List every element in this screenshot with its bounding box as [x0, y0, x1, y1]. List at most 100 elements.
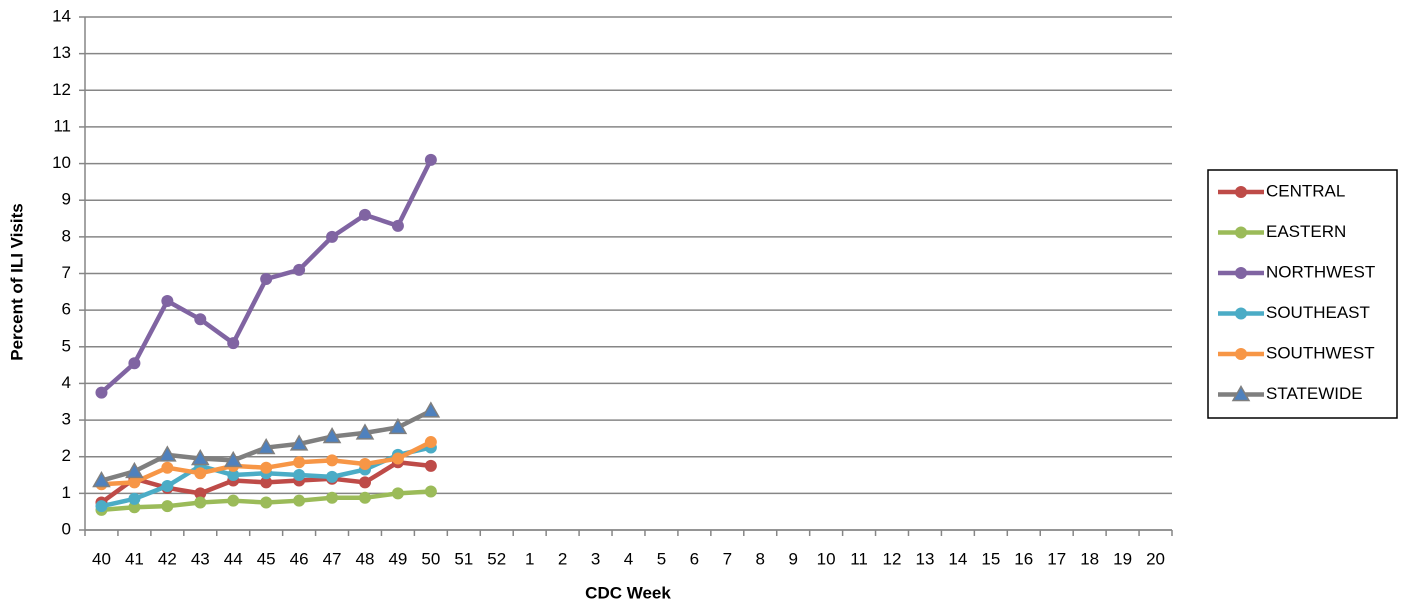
x-tick-label: 50: [421, 549, 440, 568]
x-tick-label: 44: [224, 549, 243, 568]
x-tick-label: 3: [591, 549, 600, 568]
marker: [194, 467, 207, 480]
marker: [293, 469, 306, 482]
x-tick-label: 20: [1146, 549, 1165, 568]
y-tick-label: 7: [62, 263, 71, 282]
marker: [421, 401, 441, 418]
marker: [358, 458, 371, 471]
marker: [424, 459, 437, 472]
y-tick-label: 4: [62, 373, 71, 392]
x-tick-label: 19: [1113, 549, 1132, 568]
marker: [424, 153, 437, 166]
marker: [326, 470, 339, 483]
marker: [1231, 384, 1251, 402]
x-tick-label: 40: [92, 549, 111, 568]
marker: [92, 471, 111, 488]
x-tick-label: 15: [981, 549, 1000, 568]
marker: [322, 427, 342, 444]
marker: [391, 219, 404, 232]
marker: [260, 461, 273, 474]
y-tick-label: 10: [52, 153, 71, 172]
marker: [125, 461, 144, 479]
x-tick-label: 5: [657, 549, 666, 568]
x-tick-label: 52: [487, 549, 506, 568]
y-tick-label: 9: [62, 190, 71, 209]
marker: [358, 208, 371, 221]
x-tick-label: 47: [323, 549, 342, 568]
marker: [161, 480, 174, 493]
x-tick-label: 1: [525, 549, 534, 568]
x-tick-label: 49: [388, 549, 407, 568]
marker: [293, 263, 306, 276]
legend-label: EASTERN: [1266, 222, 1346, 241]
marker: [194, 313, 207, 326]
y-tick-label: 8: [62, 226, 71, 245]
legend-label: CENTRAL: [1266, 181, 1345, 200]
marker: [95, 386, 108, 399]
marker: [194, 496, 207, 509]
y-tick-label: 13: [52, 43, 71, 62]
marker: [194, 487, 207, 500]
y-tick-label: 1: [62, 483, 71, 502]
marker: [326, 230, 339, 243]
legend: CENTRAL EASTERN NORTHWEST SOUTHEAST SOUTHWES…: [1207, 169, 1398, 419]
legend-box: [1207, 169, 1398, 419]
marker: [1235, 186, 1247, 198]
x-tick-label: 16: [1014, 549, 1033, 568]
x-tick-label: 2: [558, 549, 567, 568]
x-tick-label: 13: [915, 549, 934, 568]
marker: [424, 485, 437, 498]
marker: [388, 417, 408, 435]
x-tick-label: 43: [191, 549, 210, 568]
x-tick-label: 11: [850, 549, 868, 568]
marker: [158, 445, 177, 462]
marker: [256, 438, 276, 455]
x-tick-label: 9: [788, 549, 797, 568]
marker: [128, 492, 141, 505]
y-axis-title: Percent of ILI Visits: [7, 203, 26, 360]
x-tick-label: 45: [257, 549, 276, 568]
marker: [161, 500, 174, 513]
marker: [326, 491, 339, 504]
marker: [227, 494, 240, 507]
marker: [293, 456, 306, 469]
x-tick-label: 6: [690, 549, 699, 568]
marker: [128, 357, 141, 370]
marker: [223, 450, 243, 468]
x-tick-label: 10: [817, 549, 836, 568]
marker: [355, 423, 375, 440]
x-tick-label: 12: [883, 549, 902, 568]
x-axis-title: CDC Week: [585, 583, 671, 602]
marker: [161, 461, 174, 474]
marker: [260, 272, 273, 285]
marker: [326, 454, 339, 467]
marker: [161, 294, 174, 307]
marker: [260, 476, 273, 489]
marker: [128, 501, 141, 514]
x-tick-label: 41: [125, 549, 144, 568]
marker: [424, 436, 437, 449]
x-tick-label: 14: [948, 549, 967, 568]
x-tick-label: 42: [158, 549, 177, 568]
marker: [227, 469, 240, 482]
marker: [293, 494, 306, 507]
marker: [190, 449, 210, 466]
marker: [260, 496, 273, 509]
legend-label: SOUTHEAST: [1266, 303, 1370, 322]
x-tick-label: 46: [290, 549, 309, 568]
marker: [289, 434, 309, 451]
y-tick-label: 3: [62, 410, 71, 429]
marker: [227, 337, 240, 350]
marker: [391, 452, 404, 465]
marker: [1235, 267, 1247, 279]
y-tick-label: 0: [62, 519, 71, 538]
marker: [1235, 348, 1247, 360]
marker: [1235, 307, 1247, 320]
y-tick-label: 11: [53, 116, 71, 135]
marker: [128, 476, 141, 489]
y-tick-label: 5: [62, 336, 71, 355]
marker: [95, 500, 108, 513]
x-tick-label: 18: [1080, 549, 1099, 568]
